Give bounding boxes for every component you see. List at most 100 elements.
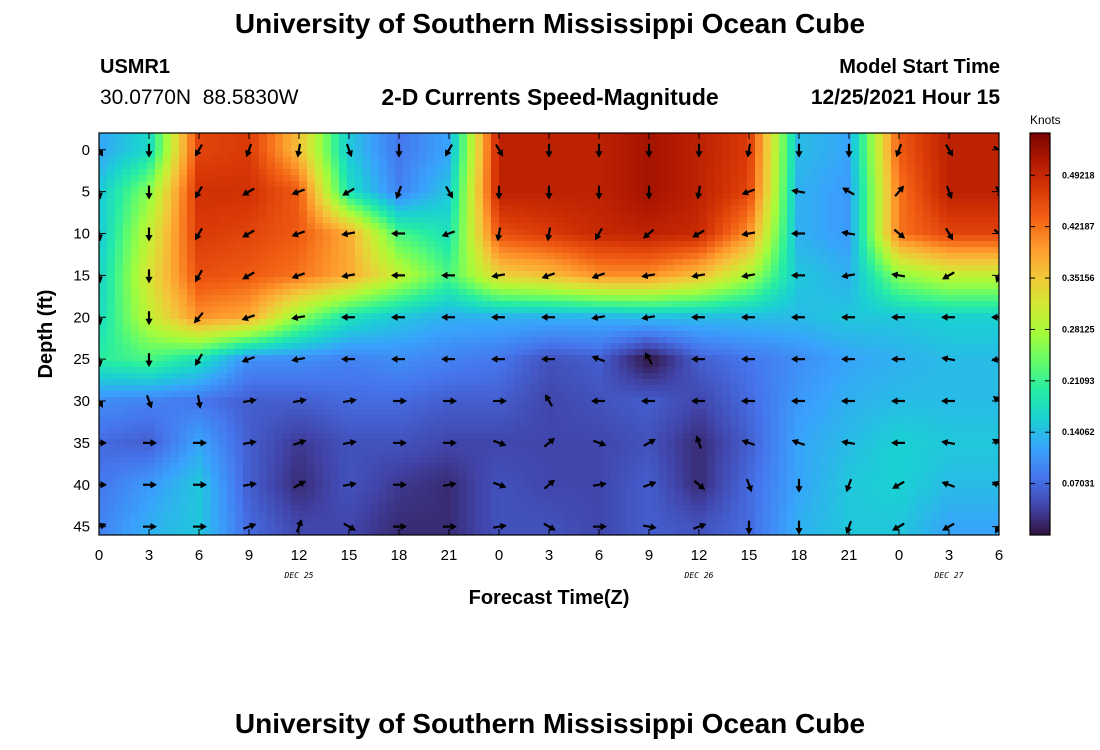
heatmap-cell [467, 319, 476, 326]
heatmap-cell [611, 295, 620, 302]
heatmap-cell [923, 343, 932, 350]
heatmap-cell [971, 307, 980, 314]
heatmap-cell [811, 271, 820, 278]
heatmap-cell [931, 205, 940, 212]
heatmap-cell [107, 373, 116, 380]
heatmap-cell [459, 139, 468, 146]
heatmap-cell [211, 277, 220, 284]
heatmap-cell [875, 391, 884, 398]
heatmap-cell [931, 331, 940, 338]
heatmap-cell [755, 133, 764, 140]
heatmap-cell [275, 277, 284, 284]
heatmap-cell [147, 205, 156, 212]
heatmap-cell [355, 385, 364, 392]
heatmap-cell [947, 379, 956, 386]
heatmap-cell [787, 355, 796, 362]
heatmap-cell [899, 385, 908, 392]
heatmap-cell [875, 379, 884, 386]
heatmap-cell [467, 187, 476, 194]
heatmap-cell [899, 283, 908, 290]
heatmap-cell [835, 283, 844, 290]
heatmap-cell [387, 391, 396, 398]
heatmap-cell [515, 259, 524, 266]
heatmap-cell [891, 175, 900, 182]
heatmap-cell [435, 373, 444, 380]
heatmap-cell [827, 295, 836, 302]
heatmap-cell [851, 193, 860, 200]
heatmap-cell [267, 247, 276, 254]
heatmap-cell [755, 193, 764, 200]
heatmap-cell [907, 277, 916, 284]
heatmap-cell [795, 319, 804, 326]
heatmap-cell [883, 289, 892, 296]
heatmap-cell [931, 277, 940, 284]
heatmap-cell [867, 163, 876, 170]
heatmap-cell [187, 145, 196, 152]
heatmap-cell [555, 349, 564, 356]
heatmap-cell [299, 325, 308, 332]
heatmap-cell [419, 133, 428, 140]
heatmap-cell [923, 181, 932, 188]
heatmap-cell [419, 151, 428, 158]
heatmap-cell [547, 301, 556, 308]
heatmap-cell [843, 223, 852, 230]
heatmap-cell [763, 349, 772, 356]
heatmap-cell [99, 151, 108, 158]
heatmap-cell [723, 163, 732, 170]
heatmap-cell [123, 139, 132, 146]
heatmap-cell [579, 391, 588, 398]
heatmap-cell [419, 211, 428, 218]
heatmap-cell [779, 277, 788, 284]
heatmap-cell [795, 211, 804, 218]
heatmap-cell [443, 241, 452, 248]
heatmap-cell [643, 343, 652, 350]
heatmap-cell [771, 307, 780, 314]
heatmap-cell [859, 229, 868, 236]
heatmap-cell [219, 205, 228, 212]
heatmap-cell [507, 193, 516, 200]
heatmap-cell [195, 301, 204, 308]
heatmap-cell [387, 253, 396, 260]
heatmap-cell [731, 199, 740, 206]
heatmap-cell [547, 223, 556, 230]
heatmap-cell [739, 253, 748, 260]
heatmap-cell [219, 151, 228, 158]
heatmap-cell [835, 247, 844, 254]
heatmap-cell [579, 193, 588, 200]
heatmap-cell [459, 199, 468, 206]
heatmap-cell [859, 385, 868, 392]
heatmap-cell [667, 157, 676, 164]
heatmap-cell [283, 247, 292, 254]
heatmap-cell [235, 253, 244, 260]
heatmap-cell [603, 217, 612, 224]
heatmap-cell [707, 361, 716, 368]
heatmap-cell [291, 175, 300, 182]
heatmap-cell [715, 205, 724, 212]
heatmap-cell [723, 187, 732, 194]
heatmap-cell [155, 355, 164, 362]
heatmap-cell [603, 337, 612, 344]
heatmap-cell [947, 253, 956, 260]
heatmap-cell [675, 385, 684, 392]
heatmap-cell [339, 319, 348, 326]
heatmap-cell [459, 229, 468, 236]
heatmap-cell [987, 265, 996, 272]
heatmap-cell [411, 181, 420, 188]
heatmap-cell [747, 343, 756, 350]
station-id: USMR1 [100, 56, 171, 78]
heatmap-cell [115, 133, 124, 140]
heatmap-cell [827, 145, 836, 152]
heatmap-cell [579, 355, 588, 362]
heatmap-cell [611, 199, 620, 206]
heatmap-cell [827, 247, 836, 254]
heatmap-cell [451, 193, 460, 200]
heatmap-cell [883, 385, 892, 392]
heatmap-cell [211, 289, 220, 296]
heatmap-cell [771, 379, 780, 386]
heatmap-cell [595, 373, 604, 380]
heatmap-cell [611, 181, 620, 188]
heatmap-cell [387, 223, 396, 230]
heatmap-cell [507, 211, 516, 218]
heatmap-cell [139, 223, 148, 230]
heatmap-cell [635, 379, 644, 386]
